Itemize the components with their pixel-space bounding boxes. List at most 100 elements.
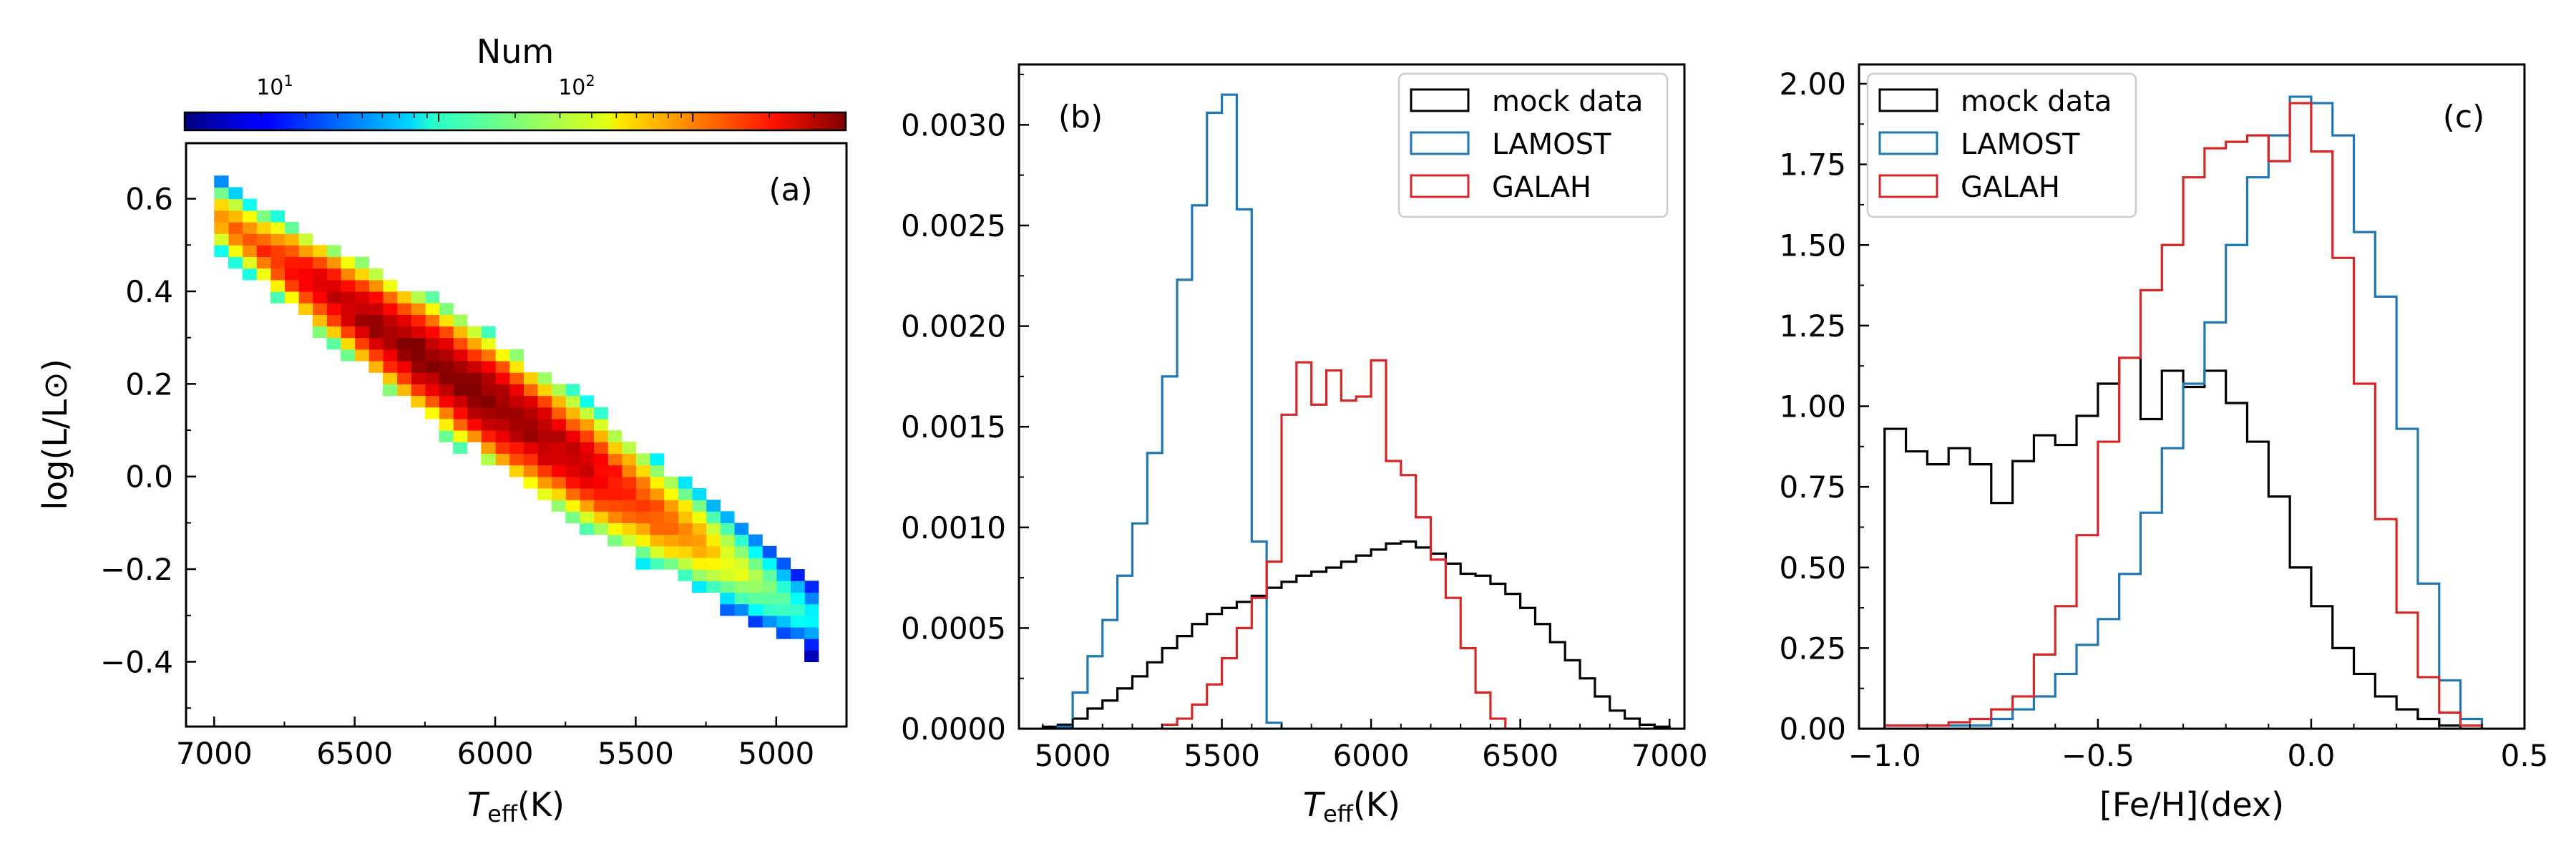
heatmap-cell: [650, 465, 665, 477]
heatmap-cell: [242, 268, 257, 281]
heatmap-cell: [804, 603, 819, 616]
heatmap-cell: [298, 291, 313, 304]
heatmap-cell: [608, 487, 623, 500]
heatmap-cell: [256, 256, 271, 269]
heatmap-cell: [424, 361, 440, 373]
heatmap-cell: [326, 326, 341, 339]
heatmap-cell: [608, 430, 623, 442]
legend-box: [1397, 72, 1669, 218]
heatmap-cell: [467, 326, 482, 339]
heatmap-cell: [523, 476, 538, 489]
heatmap-cell: [565, 395, 580, 408]
series-lamost: [1056, 93, 1283, 729]
heatmap-cell: [790, 581, 805, 593]
heatmap-cell: [439, 361, 454, 373]
heatmap-cell: [298, 279, 313, 292]
heatmap-cell: [523, 430, 538, 442]
heatmap-cell: [663, 557, 678, 570]
heatmap-cell: [326, 256, 341, 269]
heatmap-cell: [341, 279, 356, 292]
heatmap-cell: [312, 291, 327, 304]
heatmap-cell: [256, 210, 271, 223]
legend-swatch-galah: [1878, 174, 1938, 198]
panel-b-ytick-label: 0.0010: [901, 510, 1006, 545]
heatmap-cell: [678, 500, 693, 512]
heatmap-cell: [495, 384, 510, 397]
heatmap-cell: [748, 569, 763, 581]
heatmap-cell: [467, 349, 482, 361]
heatmap-cell: [748, 603, 763, 616]
panel-a-xtick-label: 5500: [597, 736, 674, 771]
panel-a-xlabel: Teff(K): [467, 785, 565, 828]
heatmap-cell: [663, 500, 678, 512]
heatmap-cell: [537, 384, 552, 397]
heatmap-cell: [565, 418, 580, 431]
heatmap-cell: [396, 372, 411, 384]
heatmap-cell: [720, 545, 735, 558]
heatmap-cell: [776, 557, 791, 570]
heatmap-cell: [579, 511, 595, 523]
heatmap-cell: [691, 523, 707, 535]
heatmap-cell: [635, 534, 650, 547]
heatmap-cell: [748, 581, 763, 593]
heatmap-cell: [256, 245, 271, 258]
heatmap-cell: [551, 453, 566, 466]
panel-a-heatmap: 7000 6500 6000 5500 5000 0.6 0.4 0.2 0.0 −0.2 −0.4…: [36, 142, 848, 828]
heatmap-cell: [270, 291, 286, 304]
heatmap-cell: [467, 337, 482, 350]
heatmap-cell: [593, 430, 608, 442]
heatmap-cell: [396, 291, 411, 304]
heatmap-cell: [678, 557, 693, 570]
heatmap-cell: [621, 465, 637, 477]
heatmap-cell: [635, 523, 650, 535]
heatmap-cell: [509, 349, 524, 361]
heatmap-cell: [720, 581, 735, 593]
heatmap-cell: [467, 384, 482, 397]
heatmap-cell: [650, 487, 665, 500]
heatmap-cell: [453, 361, 468, 373]
heatmap-cell: [439, 407, 454, 419]
heatmap-cell: [396, 326, 411, 339]
heatmap-cell: [663, 511, 678, 523]
heatmap-cell: [214, 233, 229, 246]
heatmap-cell: [776, 569, 791, 581]
heatmap-cell: [369, 326, 384, 339]
heatmap-cell: [242, 256, 257, 269]
heatmap-cell: [678, 487, 693, 500]
heatmap-cell: [411, 291, 426, 304]
heatmap-cell: [579, 487, 595, 500]
heatmap-cell: [270, 233, 286, 246]
heatmap-cell: [537, 453, 552, 466]
heatmap-cell: [523, 372, 538, 384]
panel-c-label: (c): [2443, 99, 2485, 135]
heatmap-cell: [341, 256, 356, 269]
heatmap-cell: [453, 384, 468, 397]
heatmap-cell: [593, 523, 608, 535]
panel-a-xtick-label: 6500: [316, 736, 393, 771]
heatmap-cell: [650, 476, 665, 489]
heatmap-cell: [579, 418, 595, 431]
heatmap-cell: [481, 349, 496, 361]
heatmap-cell: [214, 187, 229, 200]
heatmap-cell: [593, 418, 608, 431]
heatmap-cell: [509, 465, 524, 477]
heatmap-cell: [382, 326, 398, 339]
heatmap-cell: [678, 523, 693, 535]
heatmap-cell: [256, 233, 271, 246]
heatmap-cell: [762, 592, 777, 605]
heatmap-cell: [481, 395, 496, 408]
heatmap-cell: [523, 418, 538, 431]
heatmap-cell: [565, 384, 580, 397]
heatmap-cell: [439, 314, 454, 327]
colorbar-tick-label-10-1: 101: [256, 72, 293, 100]
heatmap-cell: [341, 291, 356, 304]
heatmap-cell: [411, 326, 426, 339]
heatmap-cell: [635, 453, 650, 466]
heatmap-cell: [551, 500, 566, 512]
heatmap-cell: [270, 245, 286, 258]
legend-swatch-mock: [1878, 88, 1938, 112]
heatmap-cell: [354, 349, 369, 361]
heatmap-cell: [706, 511, 721, 523]
heatmap-cell: [593, 476, 608, 489]
panel-b-ytick-label: 0.0000: [901, 712, 1006, 747]
